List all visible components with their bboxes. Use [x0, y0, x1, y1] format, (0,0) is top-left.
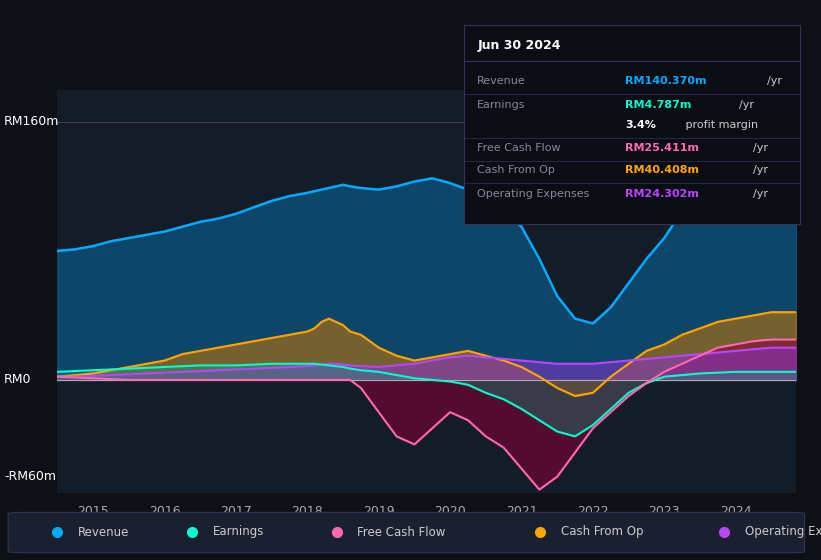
- Text: 3.4%: 3.4%: [626, 120, 656, 129]
- Text: /yr: /yr: [753, 165, 768, 175]
- Text: Revenue: Revenue: [78, 525, 130, 539]
- Text: RM40.408m: RM40.408m: [626, 165, 699, 175]
- Text: RM140.370m: RM140.370m: [626, 76, 707, 86]
- Text: Free Cash Flow: Free Cash Flow: [477, 143, 561, 153]
- Text: RM4.787m: RM4.787m: [626, 100, 692, 110]
- Text: RM160m: RM160m: [4, 115, 59, 128]
- Text: /yr: /yr: [739, 100, 754, 110]
- Text: profit margin: profit margin: [682, 120, 758, 129]
- Text: Jun 30 2024: Jun 30 2024: [477, 39, 561, 52]
- Text: Earnings: Earnings: [213, 525, 264, 539]
- Text: Free Cash Flow: Free Cash Flow: [357, 525, 446, 539]
- Text: Operating Expenses: Operating Expenses: [477, 189, 589, 199]
- Text: RM25.411m: RM25.411m: [626, 143, 699, 153]
- Text: /yr: /yr: [767, 76, 782, 86]
- Text: Operating Expenses: Operating Expenses: [745, 525, 821, 539]
- Text: /yr: /yr: [753, 143, 768, 153]
- Text: Earnings: Earnings: [477, 100, 525, 110]
- Text: RM0: RM0: [4, 374, 31, 386]
- Text: Revenue: Revenue: [477, 76, 526, 86]
- Text: -RM60m: -RM60m: [4, 470, 56, 483]
- FancyBboxPatch shape: [8, 512, 805, 553]
- Text: Cash From Op: Cash From Op: [477, 165, 555, 175]
- Text: RM24.302m: RM24.302m: [626, 189, 699, 199]
- Text: Cash From Op: Cash From Op: [561, 525, 643, 539]
- Text: /yr: /yr: [753, 189, 768, 199]
